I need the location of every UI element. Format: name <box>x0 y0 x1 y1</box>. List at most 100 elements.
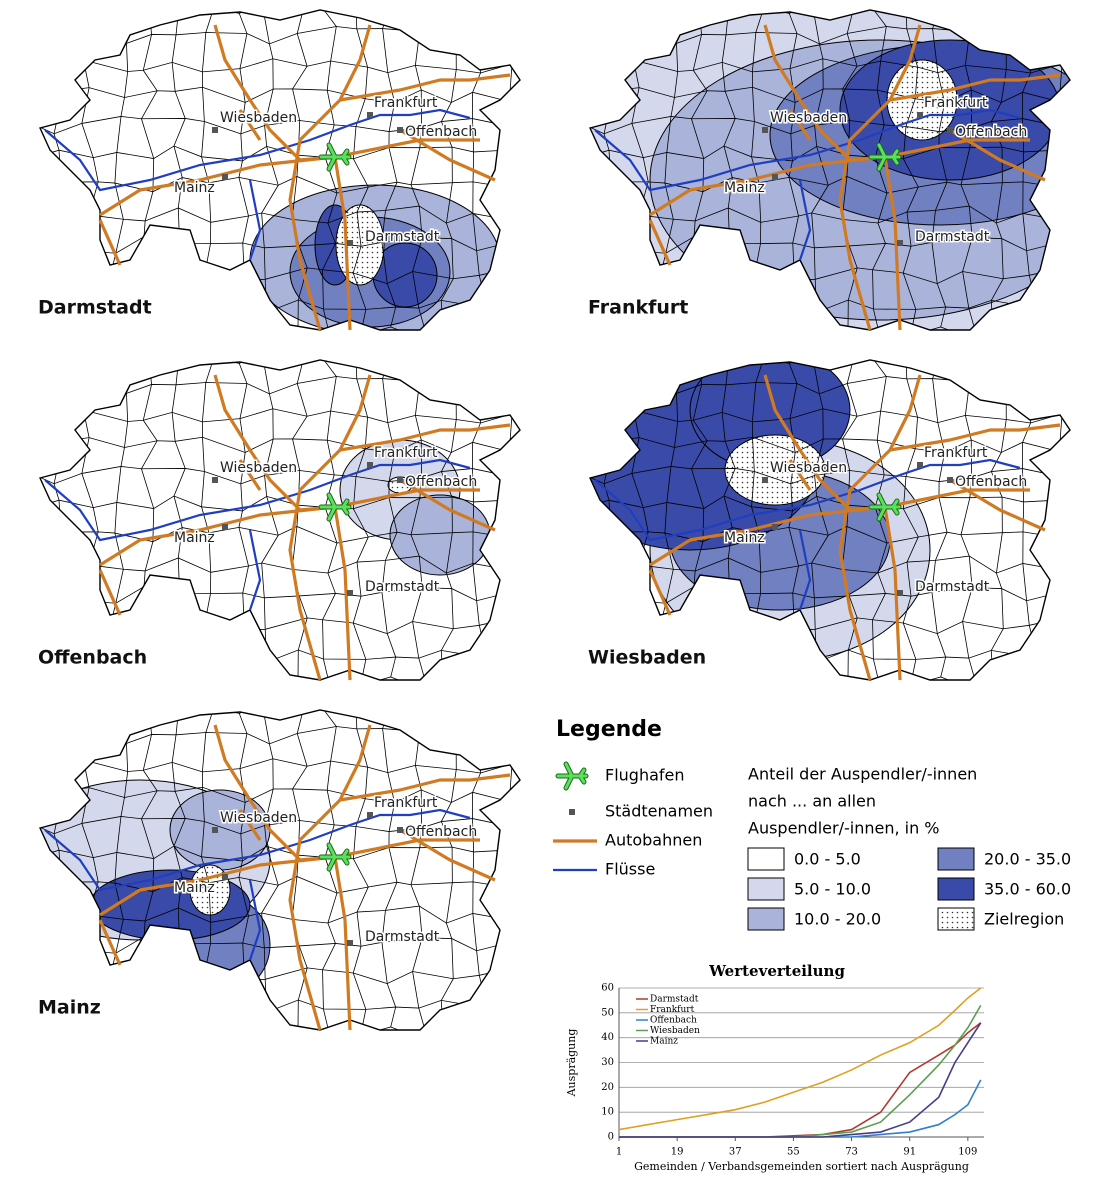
river <box>594 458 1021 542</box>
municipality-border <box>52 710 69 1030</box>
city-label: Wiesbaden <box>220 110 297 126</box>
city-marker <box>212 477 218 483</box>
municipality-border <box>40 1026 520 1030</box>
municipality-border <box>590 526 1070 544</box>
map: Wiesbaden Frankfurt Offenbach Mainz Darmstad… <box>22 356 521 693</box>
highway <box>949 478 1046 532</box>
legend-title: Legende <box>556 717 662 742</box>
highway <box>98 569 122 616</box>
municipality-border <box>590 676 1070 680</box>
highway <box>98 219 122 266</box>
city-label: Darmstadt <box>915 229 990 245</box>
distribution-chart: Werteverteilung 0 10 20 30 40 50 60 1 19 37 55 73 91 1… <box>565 962 984 1173</box>
city-marker <box>397 127 403 133</box>
municipality-border <box>40 936 520 954</box>
municipality-border <box>440 360 457 680</box>
legend-airport <box>556 762 588 790</box>
y-tick-label: 30 <box>601 1057 614 1068</box>
map: Wiesbaden Frankfurt Offenbach Mainz Darmstad… <box>588 9 1071 331</box>
city-label: Offenbach <box>405 124 477 140</box>
municipality-border <box>22 6 37 343</box>
city-marker <box>367 812 373 818</box>
legend-label: Mainz <box>650 1037 678 1047</box>
municipality-border <box>990 10 1007 330</box>
map: Wiesbaden Frankfurt Offenbach Mainz Darmstad… <box>38 709 521 1031</box>
municipality-border <box>590 360 1070 364</box>
river <box>594 108 1021 192</box>
legend-label: Offenbach <box>650 1016 697 1026</box>
municipality-border <box>22 356 37 693</box>
city-marker <box>762 477 768 483</box>
municipality-border <box>40 408 520 424</box>
municipality-border <box>500 710 516 1030</box>
city-marker <box>222 524 228 530</box>
highway <box>339 423 511 452</box>
highway <box>648 219 672 266</box>
airport <box>319 843 351 871</box>
municipality-border <box>40 145 520 162</box>
city-label: Offenbach <box>405 474 477 490</box>
municipality-border <box>811 360 829 680</box>
region-outline <box>589 359 1071 681</box>
municipality-border <box>1081 352 1098 690</box>
river <box>798 179 812 261</box>
municipality-border <box>590 436 1070 454</box>
municipality-border <box>990 360 1007 680</box>
municipality-border <box>52 360 69 680</box>
highway <box>883 506 902 681</box>
municipality-border <box>602 10 619 330</box>
legend-swatch <box>937 847 975 871</box>
municipality-border <box>261 360 279 680</box>
city-marker <box>347 240 353 246</box>
legend-label: Darmstadt <box>650 995 699 1005</box>
municipality-border <box>352 10 369 330</box>
city-marker <box>222 874 228 880</box>
legend-class-label: 5.0 - 10.0 <box>794 880 871 899</box>
x-tick-label: 37 <box>729 1147 742 1158</box>
highway <box>99 838 480 917</box>
highway <box>883 156 902 331</box>
highway <box>339 73 511 102</box>
municipality-border <box>590 495 1070 512</box>
highway <box>98 919 122 966</box>
city-marker <box>917 112 923 118</box>
municipality-border <box>40 876 520 894</box>
municipality-border <box>40 466 520 485</box>
y-tick-label: 0 <box>608 1132 614 1143</box>
municipality-border <box>352 710 369 1030</box>
highway <box>99 488 480 567</box>
municipality-border <box>1050 10 1066 330</box>
river <box>44 108 471 192</box>
municipality-border <box>902 360 919 680</box>
map: Wiesbaden Frankfurt Offenbach Mainz Darmstad… <box>22 6 521 343</box>
municipality-border <box>40 845 520 862</box>
x-tick-label: 55 <box>787 1147 800 1158</box>
city-label: Wiesbaden <box>220 460 297 476</box>
municipality-border <box>261 10 279 330</box>
legend-swatch <box>937 877 975 901</box>
municipality-border <box>322 10 338 330</box>
municipality-border <box>291 10 308 327</box>
municipality-border <box>590 116 1070 135</box>
map-title: Frankfurt <box>588 297 688 319</box>
city-label: Offenbach <box>405 824 477 840</box>
map-title: Wiesbaden <box>588 647 706 669</box>
municipality-border <box>410 10 429 330</box>
highway <box>399 478 496 532</box>
legend-class-label: 20.0 - 35.0 <box>984 850 1071 869</box>
map-title: Offenbach <box>38 647 147 669</box>
municipality-border <box>291 360 308 677</box>
airport <box>319 143 351 171</box>
municipality-border <box>40 495 520 512</box>
legend-class-label: 10.0 - 20.0 <box>794 910 881 929</box>
y-tick-label: 60 <box>601 983 614 994</box>
municipality-border <box>40 236 520 254</box>
highway <box>238 459 262 491</box>
municipality-border <box>410 710 429 1030</box>
highway <box>339 773 511 802</box>
municipality-border <box>500 10 516 330</box>
legend-class-label: 35.0 - 60.0 <box>984 880 1071 899</box>
municipality-border <box>40 526 520 544</box>
municipality-border <box>40 326 520 330</box>
